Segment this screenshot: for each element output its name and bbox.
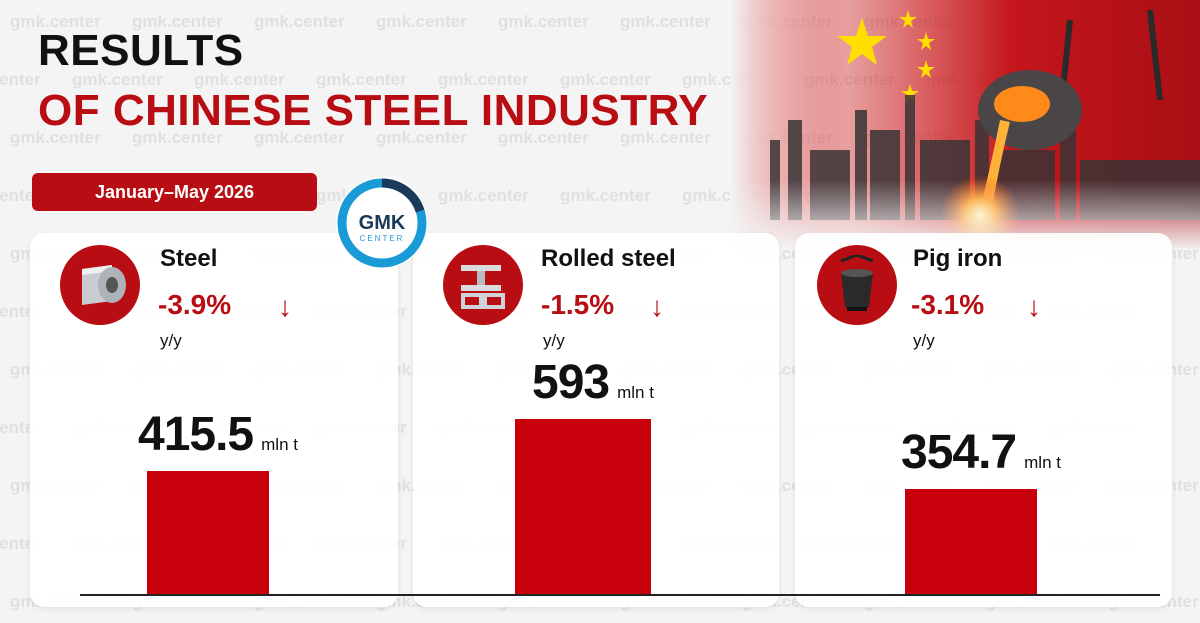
card-title: Steel: [160, 245, 218, 272]
bar-rolled-steel: [515, 419, 651, 594]
title-line-2: OF CHINESE STEEL INDUSTRY: [38, 86, 709, 135]
hero-image: [730, 0, 1200, 250]
value-number: 415.5: [138, 408, 254, 462]
value-unit: mln t: [1024, 453, 1061, 473]
bar-steel: [147, 471, 269, 594]
card-title: Rolled steel: [541, 245, 676, 272]
logo-text-center: CENTER: [360, 234, 405, 243]
period-badge: January–May 2026: [32, 173, 317, 211]
arrow-down-icon: ↓: [278, 291, 292, 322]
change-label: y/y: [160, 331, 182, 350]
ladle-icon: [817, 245, 897, 325]
bar-value-label: 415.5 mln t: [138, 407, 298, 462]
watermark-text: gmk.center: [620, 12, 711, 31]
change-label: y/y: [543, 331, 565, 350]
arrow-down-icon: ↓: [650, 291, 664, 322]
change-label: y/y: [913, 331, 935, 350]
watermark-text: gmk.center: [0, 70, 41, 89]
value-unit: mln t: [261, 435, 298, 455]
change-value: -3.1%: [911, 289, 985, 320]
arrow-down-icon: ↓: [1027, 291, 1041, 322]
change-value: -1.5%: [541, 289, 615, 320]
bar-pig-iron: [905, 489, 1037, 594]
chart-baseline: [80, 594, 1160, 596]
watermark-text: gmk.center: [254, 12, 345, 31]
watermark-text: gmk.center: [560, 186, 651, 205]
value-number: 593: [532, 356, 610, 409]
change-value: -3.9%: [158, 289, 232, 320]
gmk-center-logo: GMK CENTER: [334, 175, 430, 271]
value-number: 354.7: [901, 426, 1017, 480]
watermark-text: gmk.center: [498, 12, 589, 31]
steel-coil-icon: [60, 245, 140, 325]
steel-beams-icon: [443, 245, 523, 325]
china-steel-plant-illustration: [730, 0, 1200, 250]
watermark-text: gmk.center: [376, 12, 467, 31]
period-label: January–May 2026: [94, 181, 255, 202]
title-line-1: RESULTS: [38, 26, 244, 75]
bar-value-label: 354.7 mln t: [901, 425, 1061, 480]
watermark-text: gmk.center: [438, 186, 529, 205]
value-unit: mln t: [617, 383, 654, 402]
logo-text-gmk: GMK: [359, 212, 406, 234]
card-title: Pig iron: [913, 245, 1003, 272]
bar-value-label: 593 mln t: [532, 355, 654, 410]
